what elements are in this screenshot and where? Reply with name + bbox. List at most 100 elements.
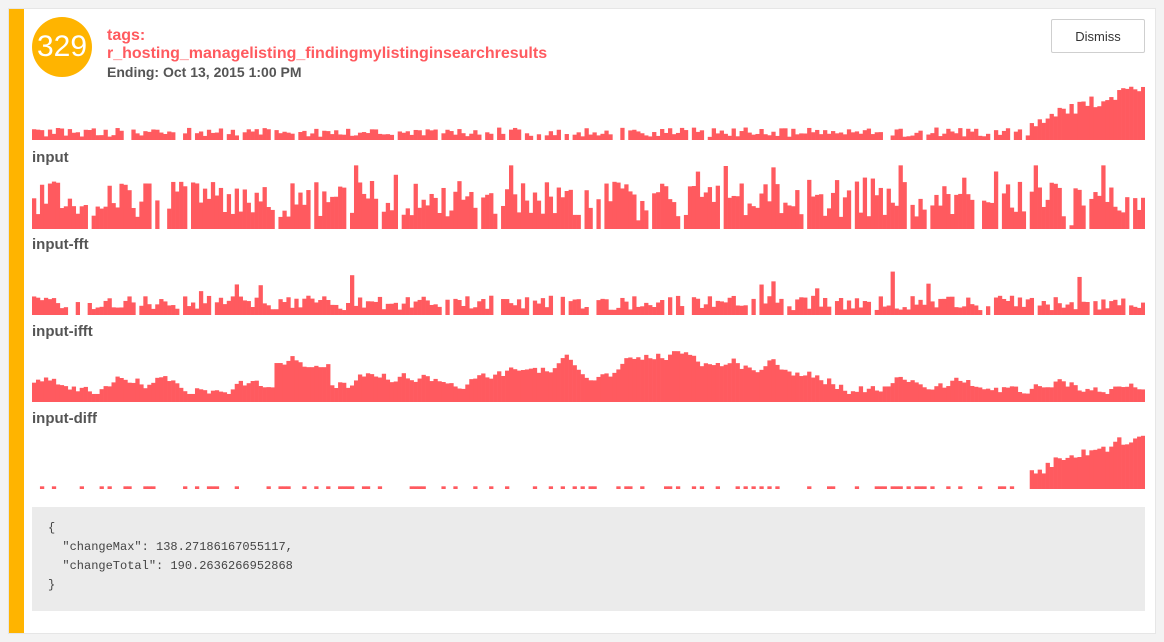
spark-bar: [314, 302, 319, 315]
spark-bar: [369, 180, 375, 229]
spark-bar: [596, 135, 601, 140]
spark-bar: [111, 382, 116, 402]
spark-bar: [1125, 197, 1130, 229]
spark-bar: [373, 198, 379, 229]
spark-bar: [238, 211, 243, 229]
spark-bar: [1109, 187, 1114, 229]
spark-bar: [874, 390, 879, 402]
spark-bar: [1033, 165, 1038, 229]
spark-bar: [970, 131, 975, 140]
tags-label: tags:: [107, 27, 146, 44]
spark-bar: [445, 129, 450, 140]
spark-bar: [807, 127, 812, 140]
spark-bar: [147, 183, 152, 229]
spark-bar: [846, 300, 852, 315]
dismiss-button[interactable]: Dismiss: [1051, 19, 1145, 53]
spark-bar: [600, 133, 605, 140]
spark-bar: [962, 136, 967, 140]
spark-bar: [230, 213, 236, 229]
spark-bar: [461, 199, 466, 229]
spark-bar: [1113, 299, 1118, 315]
spark-bar: [179, 181, 184, 229]
spark-bar: [978, 135, 983, 140]
spark-bar: [1109, 389, 1114, 402]
spark-bar: [226, 134, 232, 140]
spark-bar: [862, 301, 868, 315]
spark-bar: [159, 299, 164, 315]
spark-bar: [445, 299, 450, 315]
spark-bar: [715, 300, 720, 315]
spark-bar: [1081, 449, 1086, 489]
spark-bar: [838, 132, 844, 140]
spark-bar: [576, 132, 581, 140]
spark-bar: [290, 356, 295, 402]
spark-bar: [930, 133, 935, 140]
spark-bar: [202, 390, 208, 402]
spark-bar: [568, 189, 573, 229]
spark-bar: [302, 486, 307, 489]
spark-bar: [254, 129, 259, 140]
spark-bar: [198, 389, 204, 402]
spark-bar: [409, 307, 414, 315]
spark-bar: [278, 299, 283, 315]
spark-bar: [505, 370, 510, 402]
spark-bar: [516, 129, 522, 140]
spark-bar: [1049, 310, 1054, 315]
spark-bar: [679, 127, 685, 140]
spark-bar: [1065, 386, 1070, 402]
spark-bar: [608, 134, 613, 140]
spark-bar: [194, 183, 200, 229]
spark-bar: [819, 380, 824, 402]
spark-bar: [413, 381, 418, 402]
spark-bar: [334, 196, 339, 229]
spark-bar: [544, 182, 550, 229]
spark-bar: [79, 136, 84, 140]
spark-bar: [1105, 451, 1110, 489]
spark-bar: [811, 196, 816, 229]
spark-bar: [898, 376, 903, 402]
spark-bar: [1001, 193, 1007, 229]
spark-bar: [986, 306, 991, 315]
spark-bar: [1085, 455, 1090, 489]
spark-bar: [497, 127, 502, 140]
spark-bar: [1133, 387, 1138, 402]
input-diff-chart-label: input-diff: [32, 410, 97, 427]
spark-bar: [151, 308, 156, 315]
spark-bar: [1045, 304, 1050, 315]
spark-bar: [509, 165, 514, 229]
spark-bar: [1049, 387, 1054, 402]
spark-bar: [993, 130, 999, 140]
spark-bar: [922, 486, 927, 489]
spark-bar: [481, 373, 486, 402]
spark-bar: [421, 199, 426, 229]
spark-bar: [409, 486, 414, 489]
spark-bar: [997, 392, 1003, 402]
spark-bar: [421, 486, 426, 489]
spark-bar: [210, 182, 216, 229]
spark-bar: [369, 301, 375, 315]
spark-bar: [163, 376, 168, 402]
spark-bar: [171, 181, 176, 229]
spark-bar: [294, 298, 299, 315]
spark-bar: [787, 306, 792, 315]
spark-bar: [338, 382, 343, 402]
spark-bar: [326, 131, 331, 140]
spark-bar: [1017, 392, 1023, 402]
spark-bar: [107, 486, 112, 489]
spark-bar: [99, 306, 104, 315]
spark-bar: [346, 486, 351, 489]
spark-bar: [902, 307, 907, 315]
spark-bar: [743, 215, 748, 229]
spark-bar: [139, 135, 144, 140]
spark-bar: [660, 358, 665, 402]
spark-bar: [501, 375, 506, 402]
json-close: }: [48, 578, 56, 592]
spark-bar: [230, 296, 236, 315]
spark-bar: [222, 392, 228, 402]
spark-bar: [664, 132, 669, 140]
spark-bar: [866, 388, 872, 402]
spark-bar: [342, 486, 347, 489]
spark-bar: [1065, 457, 1070, 489]
spark-bar: [1045, 387, 1050, 402]
spark-bar: [123, 184, 128, 229]
